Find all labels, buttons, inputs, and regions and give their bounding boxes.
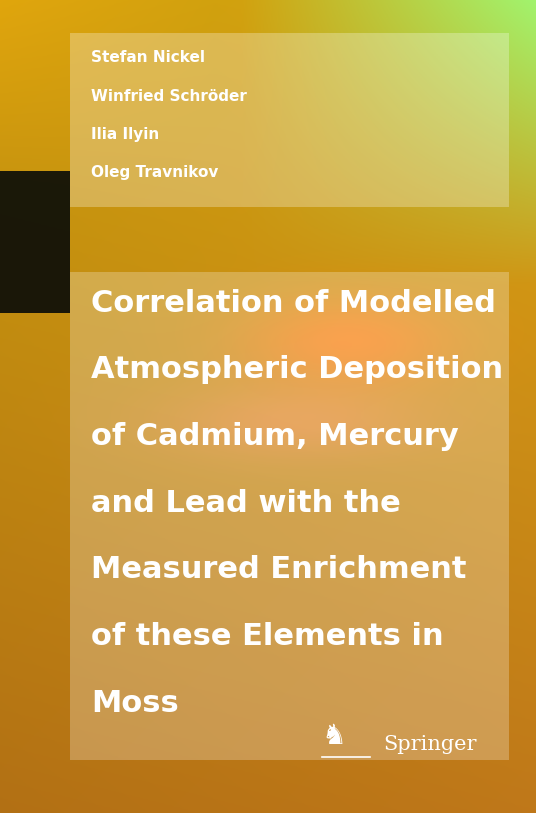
Text: of Cadmium, Mercury: of Cadmium, Mercury <box>91 422 459 451</box>
Text: ♞: ♞ <box>322 723 346 750</box>
Bar <box>0 171 70 313</box>
Text: Correlation of Modelled: Correlation of Modelled <box>91 289 496 318</box>
Text: Measured Enrichment: Measured Enrichment <box>91 555 467 585</box>
Text: Oleg Travnikov: Oleg Travnikov <box>91 165 219 180</box>
Text: Moss: Moss <box>91 689 179 718</box>
Bar <box>70 33 509 207</box>
Text: Winfried Schröder: Winfried Schröder <box>91 89 247 103</box>
Text: and Lead with the: and Lead with the <box>91 489 401 518</box>
Text: Stefan Nickel: Stefan Nickel <box>91 50 205 65</box>
Bar <box>70 272 509 760</box>
Text: Springer: Springer <box>383 736 477 754</box>
Text: Atmospheric Deposition: Atmospheric Deposition <box>91 355 503 385</box>
Text: of these Elements in: of these Elements in <box>91 622 444 651</box>
Text: Ilia Ilyin: Ilia Ilyin <box>91 127 159 141</box>
